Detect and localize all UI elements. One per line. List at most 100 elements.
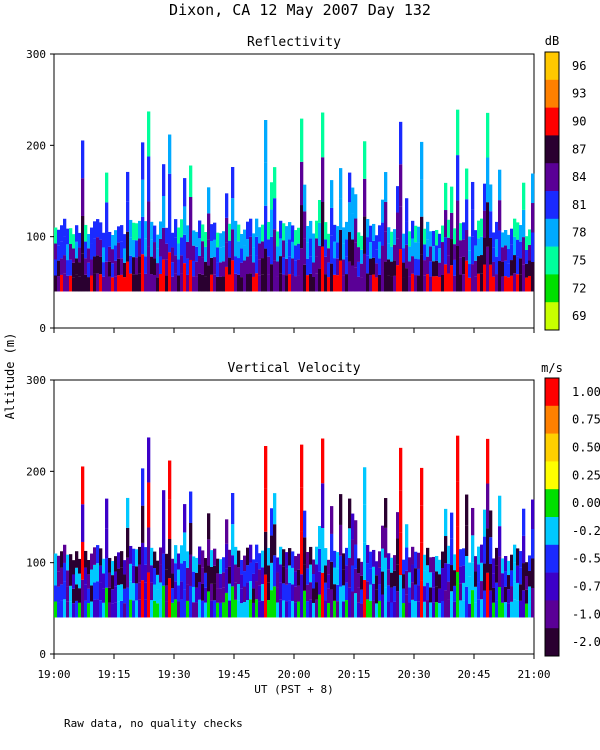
heatmap-cell [513, 599, 517, 618]
heatmap-cell [261, 550, 265, 568]
heatmap-cell [384, 557, 388, 588]
heatmap-cell [165, 569, 169, 586]
heatmap-cell [513, 562, 517, 582]
heatmap-cell [117, 568, 121, 585]
heatmap-cell [426, 600, 430, 618]
heatmap-cell [288, 274, 292, 292]
heatmap-cell [198, 564, 202, 582]
heatmap-cell [456, 109, 460, 156]
heatmap-cell [459, 549, 463, 567]
heatmap-cell [369, 242, 373, 259]
y-tick-label: 0 [39, 322, 46, 335]
heatmap-cell [378, 258, 382, 275]
heatmap-cell [255, 544, 259, 563]
heatmap-cell [168, 212, 172, 253]
heatmap-cell [177, 259, 181, 276]
heatmap-cell [300, 205, 304, 249]
heatmap-cell [120, 567, 124, 585]
heatmap-cell [303, 590, 307, 618]
heatmap-cell [318, 594, 322, 618]
heatmap-cell [369, 258, 373, 276]
heatmap-cell [405, 594, 409, 618]
heatmap-cell [417, 275, 421, 292]
heatmap-cell [339, 524, 343, 556]
heatmap-cell [363, 253, 367, 292]
colorbar-label: 0.75 [572, 413, 600, 427]
heatmap-cell [54, 585, 58, 602]
heatmap-cell [282, 240, 286, 258]
heatmap-cell [156, 277, 160, 292]
heatmap-cell [279, 220, 283, 239]
heatmap-cell [426, 221, 430, 240]
heatmap-cell [456, 526, 460, 573]
colorbar-label: 96 [572, 59, 586, 73]
heatmap-cell [357, 232, 361, 248]
heatmap-cell [270, 508, 274, 536]
heatmap-cell [66, 244, 70, 261]
heatmap-cell [324, 565, 328, 583]
heatmap-cell [159, 599, 163, 618]
heatmap-cell [384, 172, 388, 202]
heatmap-cell [276, 572, 280, 588]
colorbar-swatch [545, 79, 559, 108]
heatmap-cell [450, 212, 454, 240]
heatmap-cell [105, 172, 109, 203]
heatmap-cell [258, 227, 262, 244]
heatmap-cell [405, 221, 409, 245]
heatmap-cell [54, 243, 58, 260]
heatmap-cell [69, 569, 73, 586]
heatmap-cell [522, 182, 526, 210]
heatmap-cell [483, 210, 487, 238]
heatmap-cell [303, 564, 307, 591]
heatmap-cell [519, 274, 523, 292]
heatmap-cell [234, 582, 238, 600]
heatmap-cell [525, 603, 529, 618]
heatmap-cell [192, 230, 196, 246]
heatmap-cell [90, 243, 94, 260]
heatmap-cell [342, 569, 346, 586]
heatmap-cell [492, 261, 496, 277]
heatmap-cell [348, 172, 352, 203]
heatmap-cell [69, 601, 73, 618]
heatmap-cell [57, 602, 61, 618]
heatmap-cell [369, 225, 373, 243]
heatmap-cell [261, 567, 265, 585]
heatmap-cell [297, 243, 301, 260]
heatmap-cell [309, 256, 313, 274]
colorbar-label: 72 [572, 281, 586, 295]
heatmap-cell [402, 277, 406, 292]
colorbar-label: 0.00 [572, 496, 600, 510]
heatmap-cell [387, 585, 391, 602]
heatmap-cell [153, 568, 157, 585]
heatmap-cell [243, 229, 247, 246]
heatmap-cell [222, 572, 226, 588]
heatmap-cell [264, 120, 268, 163]
heatmap-cell [78, 232, 82, 248]
heatmap-cell [417, 552, 421, 569]
heatmap-cell [90, 553, 94, 570]
heatmap-cell [198, 238, 202, 256]
colorbar-swatch [545, 191, 559, 220]
heatmap-cell [195, 587, 199, 603]
heatmap-cell [228, 566, 232, 584]
colorbar-label: 93 [572, 87, 586, 101]
heatmap-cell [417, 585, 421, 602]
heatmap-cell [240, 574, 244, 589]
y-tick-label: 0 [39, 648, 46, 661]
heatmap-cell [315, 273, 319, 292]
heatmap-cell [156, 574, 160, 590]
heatmap-cell [375, 235, 379, 250]
heatmap-cell [396, 591, 400, 618]
heatmap-cell [228, 583, 232, 601]
heatmap-cell [147, 572, 151, 618]
colorbar-label: -0.25 [572, 524, 600, 538]
heatmap-cell [510, 260, 514, 276]
heatmap-cell [72, 560, 76, 575]
heatmap-cell [510, 554, 514, 571]
time-axis-label: UT (PST + 8) [254, 683, 333, 696]
heatmap-cell [225, 519, 229, 544]
heatmap-cell [129, 599, 133, 618]
heatmap-cell [195, 572, 199, 588]
heatmap-cell [210, 583, 214, 601]
